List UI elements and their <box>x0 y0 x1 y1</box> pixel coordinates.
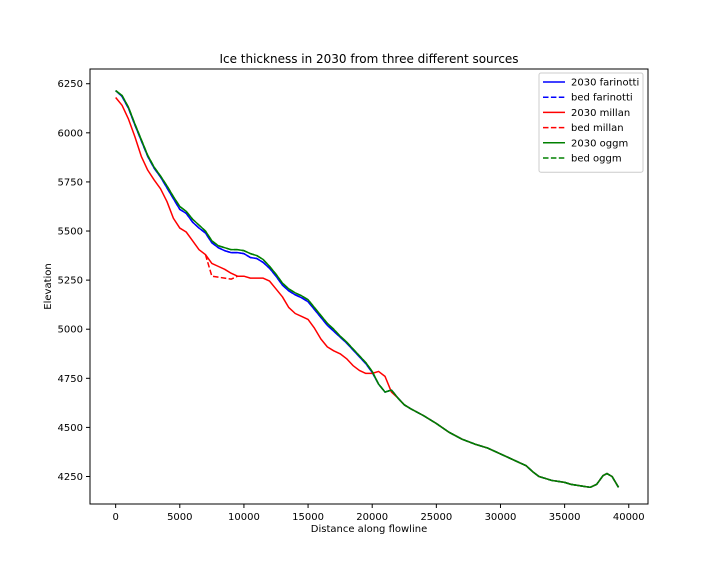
x-tick-label: 40000 <box>613 512 645 523</box>
y-tick-label: 6250 <box>58 79 83 90</box>
plot-area <box>115 90 620 489</box>
x-tick-label: 25000 <box>420 512 452 523</box>
y-tick-label: 4750 <box>58 374 83 385</box>
series-line-bed-millan <box>204 254 238 280</box>
legend-label: bed farinotti <box>571 93 633 104</box>
legend-label: bed oggm <box>571 154 622 165</box>
x-tick-label: 5000 <box>167 512 192 523</box>
legend-label: 2030 oggm <box>571 138 628 149</box>
series-layer <box>115 90 620 489</box>
x-tick-label: 35000 <box>549 512 581 523</box>
y-tick-label: 4250 <box>58 472 83 483</box>
y-tick-label: 6000 <box>58 128 83 139</box>
y-axis-label: Elevation <box>43 263 54 309</box>
legend-label: 2030 farinotti <box>571 78 639 89</box>
chart-title: Ice thickness in 2030 from three differe… <box>219 52 518 66</box>
x-tick-label: 30000 <box>485 512 517 523</box>
x-tick-label: 20000 <box>356 512 388 523</box>
plot-frame <box>89 68 649 505</box>
x-tick-label: 10000 <box>228 512 260 523</box>
y-tick-label: 5000 <box>58 325 83 336</box>
legend-label: 2030 millan <box>571 108 630 119</box>
y-axis: 4250 4500 4750 5000 5250 5500 5750 6000 6250 <box>58 79 90 483</box>
y-tick-label: 5250 <box>58 276 83 287</box>
legend-label: bed millan <box>571 123 624 134</box>
series-line-bed-oggm <box>115 90 620 489</box>
x-axis-label: Distance along flowline <box>311 524 427 535</box>
x-tick-label: 15000 <box>292 512 324 523</box>
legend: 2030 farinotti bed farinotti 2030 millan be… <box>538 72 644 173</box>
x-axis: 0 5000 10000 15000 20000 25000 30000 35000 40000 <box>112 504 645 523</box>
y-tick-label: 4500 <box>58 423 83 434</box>
legend-box <box>538 72 644 173</box>
x-tick-label: 0 <box>112 512 118 523</box>
y-tick-label: 5500 <box>58 227 83 238</box>
y-tick-label: 5750 <box>58 177 83 188</box>
